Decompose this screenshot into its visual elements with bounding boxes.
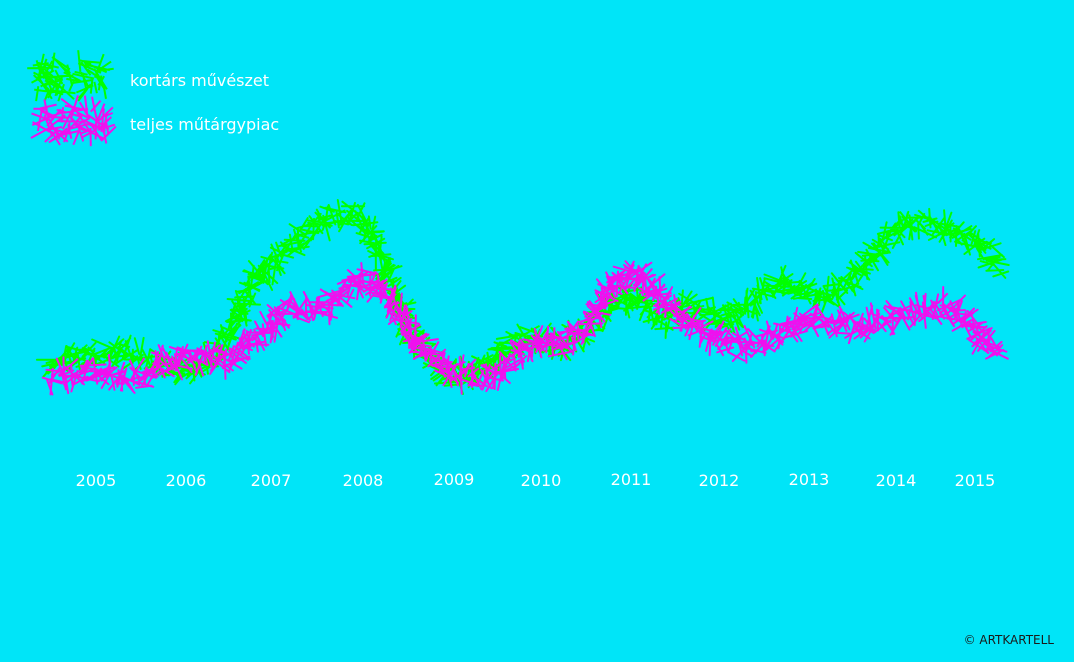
x-tick-label: 2007 <box>251 471 292 490</box>
x-tick-label: 2014 <box>876 471 917 490</box>
x-tick-label: 2006 <box>166 471 207 490</box>
legend-label-teljes: teljes műtárgypiac <box>130 115 279 134</box>
x-tick-label: 2012 <box>699 471 740 490</box>
x-tick-label: 2011 <box>611 470 652 489</box>
copyright-text: © ARTKARTELL <box>963 633 1054 647</box>
x-tick-label: 2005 <box>76 471 117 490</box>
legend-swatch-teljes <box>30 95 117 147</box>
series-line-teljes <box>41 260 1009 396</box>
x-tick-label: 2008 <box>343 471 384 490</box>
legend-swatch-kortars <box>27 50 114 102</box>
x-tick-label: 2010 <box>521 471 562 490</box>
x-tick-label: 2013 <box>789 470 830 489</box>
x-axis: 2005 2006 2007 2008 2009 2010 2011 2012 … <box>76 470 996 490</box>
series-layer <box>35 199 1010 396</box>
x-tick-label: 2009 <box>434 470 475 489</box>
legend-label-kortars: kortárs művészet <box>130 71 269 90</box>
x-tick-label: 2015 <box>955 471 996 490</box>
legend: kortárs művészet teljes műtárgypiac <box>27 50 279 147</box>
